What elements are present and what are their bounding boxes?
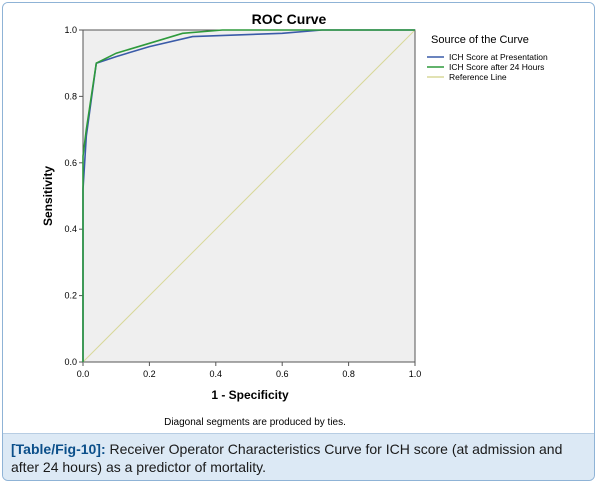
y-tick-label: 1.0 [64, 25, 77, 35]
x-tick-label: 0.0 [77, 369, 90, 379]
series-line-reference-line [82, 29, 416, 363]
legend-title: Source of the Curve [431, 34, 529, 46]
legend-label-reference-line: Reference Line [449, 72, 507, 82]
y-tick-label: 0.0 [64, 357, 77, 367]
series-line-ich-score-after-24-hours [82, 29, 415, 362]
footnote: Diagonal segments are produced by ties. [164, 417, 346, 428]
x-tick-label: 0.8 [342, 369, 355, 379]
y-tick-label: 0.4 [64, 224, 77, 234]
y-tick-label: 0.2 [64, 291, 77, 301]
roc-chart: ROC Curve 0.0 0.2 0.4 0.6 0.8 1.0 0.0 0.2 0.4 0.… [41, 11, 548, 428]
figure-area: ROC Curve 0.0 0.2 0.4 0.6 0.8 1.0 0.0 0.2 0.4 0.… [3, 3, 594, 433]
y-tick-label: 0.8 [64, 91, 77, 101]
figure-caption: [Table/Fig-10]: Receiver Operator Charac… [3, 433, 594, 480]
y-axis-label: Sensitivity [41, 166, 55, 226]
x-tick-label: 1.0 [409, 369, 422, 379]
x-tick-label: 0.4 [210, 369, 223, 379]
chart-title: ROC Curve [252, 11, 327, 27]
legend: Source of the Curve ICH Score at Present… [427, 34, 548, 82]
series-line-ich-score-at-presentation [82, 29, 415, 362]
x-tick-label: 0.2 [143, 369, 156, 379]
legend-label-ich-score-at-presentation: ICH Score at Presentation [449, 52, 548, 62]
y-tick-label: 0.6 [64, 158, 77, 168]
legend-label-ich-score-after-24-hours: ICH Score after 24 Hours [449, 62, 544, 72]
x-tick-label: 0.6 [276, 369, 289, 379]
caption-text: Receiver Operator Characteristics Curve … [11, 441, 563, 475]
x-axis-label: 1 - Specificity [211, 388, 289, 402]
caption-tag: [Table/Fig-10]: [11, 441, 106, 457]
